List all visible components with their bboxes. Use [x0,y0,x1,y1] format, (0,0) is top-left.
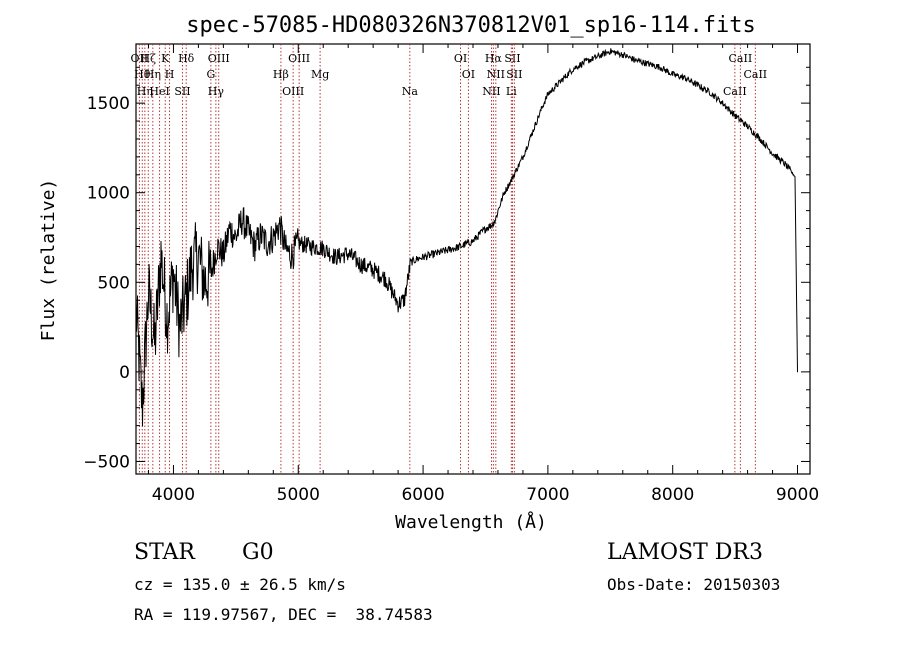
marker-label: HeI [149,85,169,98]
marker-label: Hδ [178,52,195,65]
redshift-value: cz = 135.0 ± 26.5 km/s [134,575,346,594]
x-tick-label: 7000 [526,485,569,505]
x-tick-label: 8000 [651,485,694,505]
marker-label: Hβ [273,68,289,81]
object-type: STAR [134,540,195,565]
marker-label: OI [454,52,467,65]
marker-label: CaII [723,85,747,98]
marker-label: Mg [311,68,329,81]
y-tick-label: 500 [98,273,130,293]
marker-label: CaII [729,52,753,65]
spectral-subclass: G0 [242,540,274,565]
marker-label: CaII [743,68,767,81]
x-tick-label: 5000 [277,485,320,505]
y-tick-label: 1500 [87,94,130,114]
marker-label: Hη [145,68,161,81]
marker-label: H [165,68,175,81]
marker-label: OIII [282,85,304,98]
marker-label: SII [504,52,520,65]
x-tick-label: 9000 [776,485,819,505]
marker-label: G [206,68,215,81]
observation-date: Obs-Date: 20150303 [607,575,781,594]
marker-label: NII [482,85,500,98]
plot-frame [135,43,811,475]
x-tick-label: 6000 [401,485,444,505]
line-markers: OIIHθHηHζHηHeIKHSIIHδGHγOIIIHβOIIIOIIIMg… [131,44,767,474]
x-tick-label: 4000 [152,485,195,505]
coordinates: RA = 119.97567, DEC = 38.74583 [134,605,433,624]
y-axis-label: Flux (relative) [38,179,59,342]
y-axis-ticks: −500 0 500 1000 1500 [83,66,810,472]
marker-label: OIII [208,52,230,65]
marker-label: OIII [288,52,310,65]
marker-label: Na [402,85,419,98]
marker-label: Li [506,85,517,98]
chart-title: spec-57085-HD080326N370812V01_sp16-114.f… [186,13,756,38]
marker-label: Hη [137,85,153,98]
y-tick-label: −500 [83,452,130,472]
y-tick-label: 0 [119,363,130,383]
marker-label: NII [487,68,505,81]
marker-label: SII [174,85,190,98]
marker-label: OI [462,68,475,81]
marker-label: Hζ [140,52,156,65]
x-axis-label: Wavelength (Å) [395,511,547,533]
marker-label: Hα [485,52,503,65]
marker-label: K [161,52,170,65]
survey-name: LAMOST DR3 [607,540,763,565]
spectrum-line [135,48,798,427]
x-axis-ticks: 4000 5000 6000 7000 8000 9000 [147,44,819,505]
marker-label: Hγ [208,85,225,98]
y-tick-label: 1000 [87,184,130,204]
marker-label: OII [131,52,149,65]
marker-label: Hθ [134,68,151,81]
marker-label: SII [506,68,522,81]
